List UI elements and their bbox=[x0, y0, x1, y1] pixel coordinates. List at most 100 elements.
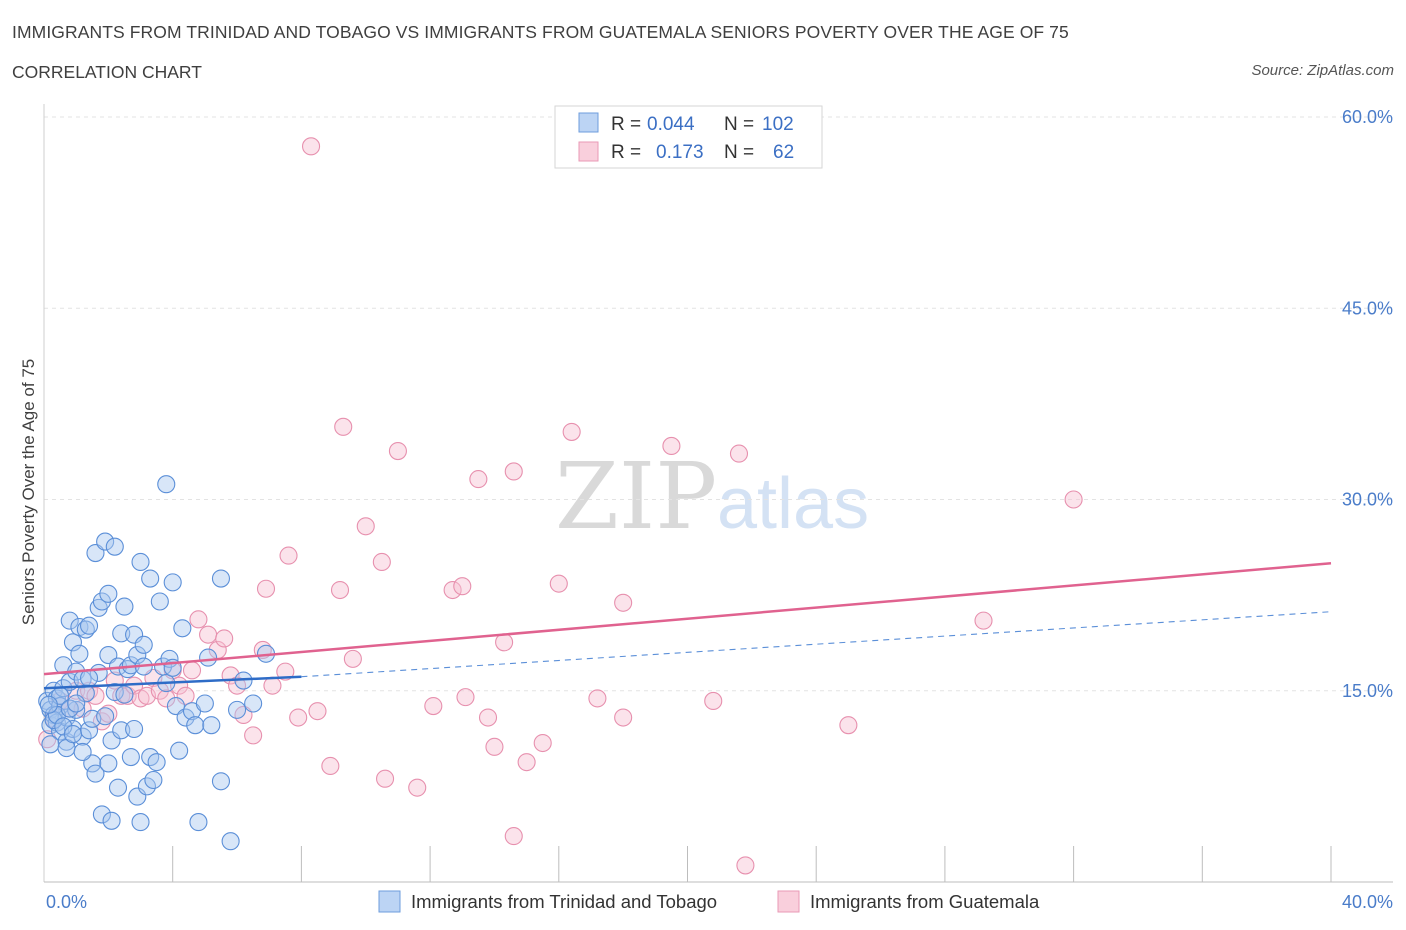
data-point-trinidad bbox=[221, 832, 240, 851]
data-point-trinidad bbox=[73, 742, 92, 762]
data-point-trinidad bbox=[63, 633, 83, 652]
source-label: Source: ZipAtlas.com bbox=[1251, 62, 1394, 79]
data-point-trinidad bbox=[176, 708, 195, 727]
data-point-trinidad bbox=[112, 624, 131, 643]
legend-n-value-2: 62 bbox=[773, 142, 794, 163]
tick-labels: 15.0% 30.0% 45.0% 60.0% 0.0% 40.0% bbox=[46, 107, 1393, 912]
data-point-trinidad bbox=[244, 694, 263, 713]
data-point-guatemala bbox=[549, 574, 568, 593]
data-point-guatemala bbox=[662, 436, 681, 456]
data-point-guatemala bbox=[343, 649, 362, 668]
data-point-guatemala bbox=[453, 577, 472, 596]
data-point-guatemala bbox=[256, 579, 276, 598]
data-point-guatemala bbox=[562, 422, 581, 441]
data-point-trinidad bbox=[199, 648, 218, 667]
data-point-trinidad bbox=[39, 695, 58, 714]
data-point-trinidad bbox=[144, 770, 163, 790]
data-point-guatemala bbox=[279, 546, 298, 565]
data-point-guatemala bbox=[469, 470, 488, 489]
data-point-guatemala bbox=[424, 696, 443, 716]
data-point-guatemala bbox=[504, 462, 523, 481]
data-point-guatemala bbox=[504, 827, 523, 846]
legend-r-label-1: R = bbox=[611, 114, 641, 135]
legend-swatch-pink bbox=[578, 141, 599, 162]
legend-swatch-blue bbox=[578, 112, 599, 133]
trend-lines bbox=[43, 562, 1332, 690]
bottom-legend-label-1: Immigrants from Trinidad and Tobago bbox=[411, 891, 717, 912]
data-point-trinidad bbox=[67, 694, 86, 713]
bottom-legend: Immigrants from Trinidad and Tobago Immi… bbox=[378, 890, 1040, 913]
data-point-guatemala bbox=[157, 689, 176, 708]
data-point-guatemala bbox=[330, 580, 350, 600]
data-point-guatemala bbox=[588, 689, 607, 708]
data-point-guatemala bbox=[704, 691, 723, 711]
data-point-trinidad bbox=[128, 645, 147, 665]
data-point-trinidad bbox=[115, 685, 134, 704]
data-point-guatemala bbox=[372, 552, 391, 572]
data-point-trinidad bbox=[163, 573, 182, 592]
data-point-trinidad bbox=[211, 569, 231, 588]
data-point-guatemala bbox=[1064, 490, 1083, 509]
data-point-trinidad bbox=[112, 721, 131, 740]
legend-box: R = 0.044 N = 102 R = 0.173 N = 62 bbox=[554, 105, 823, 169]
data-point-guatemala bbox=[334, 417, 353, 436]
data-point-guatemala bbox=[308, 702, 327, 721]
data-point-guatemala bbox=[321, 756, 340, 776]
data-point-trinidad bbox=[186, 716, 205, 735]
legend-n-label-1: N = bbox=[724, 114, 754, 135]
data-point-trinidad bbox=[41, 735, 60, 754]
data-point-guatemala bbox=[485, 737, 504, 756]
trend-line-trinidad-extrapolated bbox=[301, 611, 1332, 678]
data-point-trinidad bbox=[99, 754, 118, 773]
y-tick-label: 45.0% bbox=[1342, 298, 1393, 318]
data-point-trinidad bbox=[92, 805, 111, 824]
data-point-trinidad bbox=[99, 584, 118, 603]
data-point-guatemala bbox=[839, 716, 858, 735]
data-point-guatemala bbox=[99, 704, 118, 723]
data-point-trinidad bbox=[157, 475, 176, 494]
y-tick-label: 15.0% bbox=[1342, 681, 1393, 701]
data-point-guatemala bbox=[456, 688, 475, 707]
grid-lines bbox=[44, 116, 1393, 692]
data-point-guatemala bbox=[244, 726, 263, 745]
data-point-trinidad bbox=[211, 772, 231, 791]
watermark-zip: ZIP bbox=[555, 443, 717, 550]
data-point-trinidad bbox=[131, 813, 150, 832]
data-point-guatemala bbox=[443, 580, 462, 600]
data-point-trinidad bbox=[173, 619, 192, 638]
data-point-trinidad bbox=[102, 811, 121, 830]
data-point-trinidad bbox=[108, 778, 128, 797]
data-point-guatemala bbox=[408, 778, 427, 797]
data-point-trinidad bbox=[195, 694, 214, 713]
data-point-trinidad bbox=[79, 616, 99, 635]
data-point-trinidad bbox=[60, 611, 79, 630]
data-point-trinidad bbox=[141, 569, 160, 588]
bottom-legend-swatch-blue bbox=[378, 890, 401, 913]
y-tick-label: 30.0% bbox=[1342, 490, 1393, 510]
series-trinidad-points bbox=[38, 475, 276, 851]
axes bbox=[43, 104, 1393, 883]
data-point-guatemala bbox=[736, 856, 755, 875]
y-axis-label: Seniors Poverty Over the Age of 75 bbox=[19, 359, 38, 625]
chart-title: IMMIGRANTS FROM TRINIDAD AND TOBAGO VS I… bbox=[12, 22, 1069, 42]
x-tick-label-min: 0.0% bbox=[46, 892, 87, 912]
legend-r-label-2: R = bbox=[611, 142, 641, 163]
data-point-guatemala bbox=[199, 625, 218, 644]
watermark-atlas: atlas bbox=[717, 464, 869, 544]
data-point-trinidad bbox=[121, 747, 140, 767]
data-point-trinidad bbox=[189, 813, 208, 832]
data-point-trinidad bbox=[228, 700, 247, 719]
data-point-trinidad bbox=[86, 764, 105, 783]
data-point-guatemala bbox=[376, 769, 395, 788]
data-point-trinidad bbox=[67, 700, 86, 719]
bottom-legend-swatch-pink bbox=[777, 890, 800, 913]
legend-r-value-1: 0.044 bbox=[647, 114, 695, 135]
data-point-guatemala bbox=[182, 661, 202, 680]
data-point-trinidad bbox=[96, 707, 115, 726]
x-tick-label-max: 40.0% bbox=[1342, 892, 1393, 912]
trend-line-trinidad bbox=[43, 675, 302, 690]
data-point-guatemala bbox=[276, 662, 295, 681]
data-point-guatemala bbox=[729, 444, 749, 463]
data-point-trinidad bbox=[70, 644, 89, 663]
